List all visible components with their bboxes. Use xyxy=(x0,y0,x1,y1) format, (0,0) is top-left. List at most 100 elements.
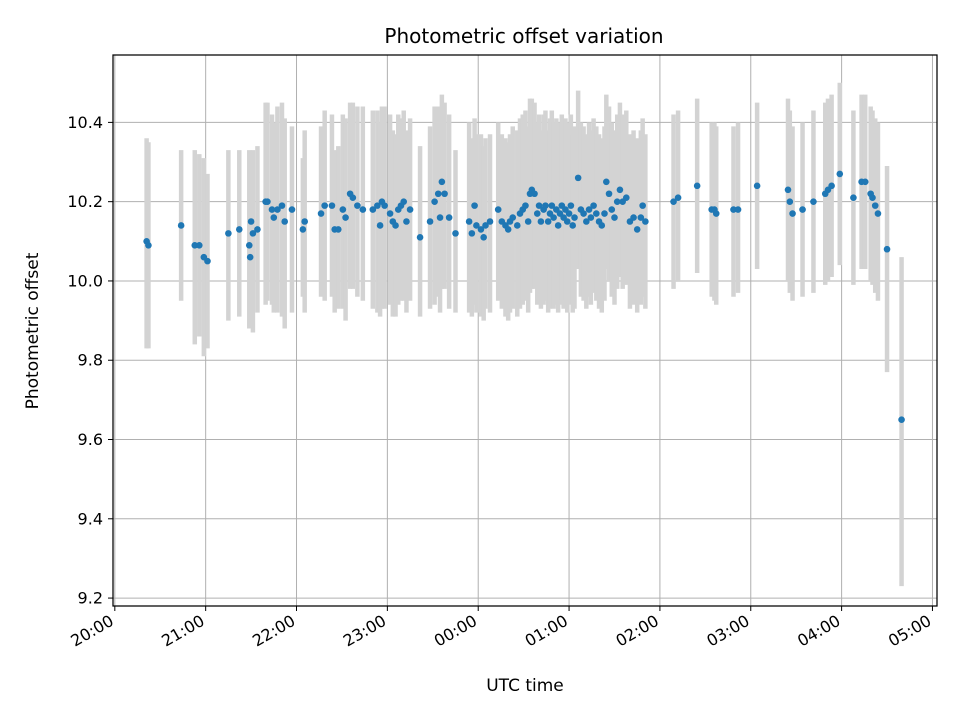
data-point xyxy=(563,218,571,225)
data-point xyxy=(369,206,377,213)
y-tick-label: 10.4 xyxy=(67,113,103,132)
data-point xyxy=(145,241,152,249)
data-point xyxy=(274,206,281,213)
data-point xyxy=(730,206,737,213)
data-point xyxy=(452,230,459,237)
data-point xyxy=(810,198,817,205)
data-point xyxy=(630,214,637,221)
data-points xyxy=(143,170,905,423)
data-point xyxy=(789,210,796,217)
data-point xyxy=(611,214,618,221)
data-point xyxy=(601,210,608,217)
data-point xyxy=(799,206,806,213)
data-point xyxy=(381,202,388,209)
data-point xyxy=(328,202,336,209)
data-point xyxy=(712,210,720,217)
data-point xyxy=(480,234,487,241)
data-point xyxy=(354,202,361,209)
data-point xyxy=(542,202,549,209)
data-point xyxy=(605,190,613,198)
data-point xyxy=(486,218,494,225)
data-point xyxy=(608,206,616,213)
data-point xyxy=(734,206,742,213)
data-point xyxy=(349,194,357,202)
data-point xyxy=(674,194,682,202)
data-point xyxy=(753,182,761,190)
data-point xyxy=(246,253,254,261)
data-point xyxy=(321,202,328,209)
data-point xyxy=(177,222,185,229)
data-point xyxy=(392,222,399,229)
data-point xyxy=(850,194,857,202)
data-point xyxy=(569,222,576,229)
data-point xyxy=(317,210,325,217)
data-point xyxy=(522,202,529,209)
data-point xyxy=(784,186,792,194)
data-point xyxy=(281,218,289,225)
data-point xyxy=(786,198,794,205)
data-point xyxy=(524,218,532,225)
data-point xyxy=(235,226,243,233)
chart-title: Photometric offset variation xyxy=(384,24,663,48)
data-point xyxy=(861,178,869,186)
data-point xyxy=(482,222,489,229)
data-point xyxy=(431,198,438,205)
data-point xyxy=(590,202,597,209)
data-point xyxy=(693,182,701,190)
data-point xyxy=(565,210,573,217)
data-point xyxy=(191,241,199,249)
data-point xyxy=(468,230,476,237)
data-point xyxy=(301,218,308,225)
data-point xyxy=(836,170,844,178)
data-point xyxy=(225,230,232,237)
data-point xyxy=(438,178,446,186)
data-point xyxy=(473,222,480,229)
data-point xyxy=(465,218,473,225)
data-point xyxy=(603,178,610,186)
data-point xyxy=(513,222,521,229)
data-point xyxy=(587,214,595,221)
data-point xyxy=(247,218,255,225)
data-point xyxy=(533,210,541,217)
data-point xyxy=(406,206,414,213)
data-point xyxy=(642,218,649,225)
data-point xyxy=(633,226,641,233)
data-point xyxy=(416,234,424,241)
data-point xyxy=(598,222,606,229)
y-tick-label: 10.0 xyxy=(67,271,103,290)
data-point xyxy=(613,198,621,205)
data-point xyxy=(874,210,882,217)
data-point xyxy=(441,190,448,198)
data-point xyxy=(245,241,253,249)
data-point xyxy=(554,222,562,229)
data-point xyxy=(535,202,543,209)
data-point xyxy=(548,202,556,209)
data-point xyxy=(537,218,545,225)
data-point xyxy=(494,206,502,213)
data-point xyxy=(471,202,478,209)
y-tick-label: 9.6 xyxy=(78,430,103,449)
data-point xyxy=(249,230,257,237)
data-point xyxy=(268,206,276,213)
data-point xyxy=(670,198,677,205)
data-point xyxy=(339,206,347,213)
data-point xyxy=(436,214,444,221)
data-point xyxy=(278,202,286,209)
data-point xyxy=(335,226,342,233)
data-point xyxy=(254,226,261,233)
data-point xyxy=(400,198,408,205)
data-point xyxy=(531,190,538,198)
data-point xyxy=(828,182,835,190)
data-point xyxy=(299,226,307,233)
data-point xyxy=(374,202,381,209)
data-point xyxy=(477,226,485,233)
data-point xyxy=(445,214,453,221)
data-point xyxy=(359,206,367,213)
data-point xyxy=(264,198,271,205)
data-point xyxy=(580,210,587,217)
data-point xyxy=(583,218,590,225)
plot-frame xyxy=(112,54,938,607)
data-point xyxy=(593,210,600,217)
data-point xyxy=(639,202,646,209)
